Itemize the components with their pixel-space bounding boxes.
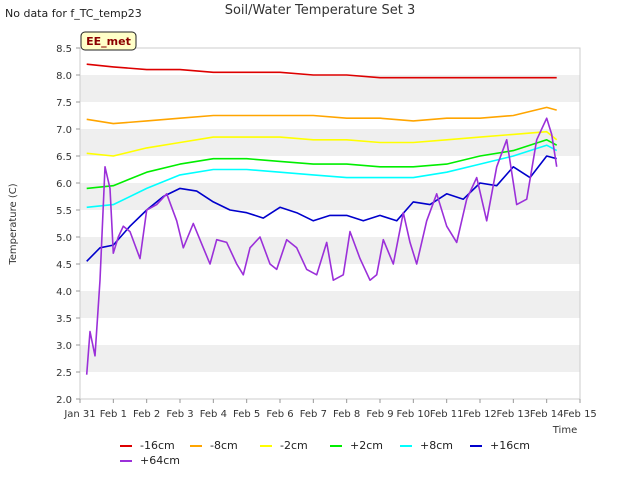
y-tick-label: 4.5 [56,260,72,271]
legend-row: -16cm -8cm -2cm +2cm +8cm +16cm [120,438,540,453]
legend-item: +16cm [470,439,540,452]
grid-band [80,75,580,102]
x-axis-label: Time [552,425,577,436]
x-tick-label: Feb 12 [463,409,497,420]
plot-frame [79,47,581,400]
series-line-16cm [86,155,557,262]
x-tick-label: Feb 2 [133,409,160,420]
legend-label: -16cm [140,439,175,452]
y-tick-label: 5.5 [56,206,72,217]
legend-swatch [120,459,132,462]
grid-band [80,129,580,156]
y-tick-label: 8.0 [56,71,72,82]
legend-label: -8cm [210,439,238,452]
y-tick-label: 4.0 [56,287,72,298]
legend-item: +8cm [400,439,470,452]
legend-item: -16cm [120,439,190,452]
x-tick-label: Feb 4 [200,409,227,420]
x-tick-label: Feb 3 [166,409,193,420]
legend-label: +16cm [490,439,530,452]
legend-swatch [190,444,202,447]
y-tick-label: 7.0 [56,125,72,136]
x-tick-label: Feb 10 [397,409,431,420]
x-tick-label: Feb 14 [530,409,564,420]
chart-title: Soil/Water Temperature Set 3 [224,3,416,18]
legend-swatch [120,444,132,447]
series-line-2cm [86,130,558,157]
legend-label: +8cm [420,439,453,452]
series-line-64cm [85,117,558,375]
annotation-label: EE_met [86,35,131,48]
legend-item: -2cm [260,439,330,452]
series-line-8cm [86,106,557,125]
y-tick-label: 2.5 [56,368,72,379]
legend: -16cm -8cm -2cm +2cm +8cm +16cm +64cm [120,438,540,468]
no-data-message: No data for f_TC_temp23 [5,7,142,20]
x-tick-label: Feb 5 [233,409,260,420]
y-tick-label: 6.5 [56,152,72,163]
series-line-8cm [86,144,558,209]
legend-swatch [330,444,342,447]
legend-label: +64cm [140,454,180,467]
series-line-2cm [86,139,558,190]
x-tick-label: Feb 13 [497,409,531,420]
legend-item: -8cm [190,439,260,452]
series-lines [85,63,558,375]
x-tick-label: Feb 9 [366,409,393,420]
x-tick-label: Feb 15 [563,409,597,420]
y-tick-label: 7.5 [56,98,72,109]
y-tick-label: 2.0 [56,395,72,406]
y-axis: 2.0 2.5 3.0 3.5 4.0 4.5 5.0 5.5 6.0 6.5 7.0 7.5 8.0 8… [56,44,80,406]
legend-swatch [260,444,272,447]
x-tick-label: Jan 31 [63,409,95,420]
y-tick-label: 6.0 [56,179,72,190]
legend-swatch [470,444,482,447]
x-tick-label: Feb 7 [300,409,327,420]
y-tick-label: 5.0 [56,233,72,244]
legend-swatch [400,444,412,447]
legend-row: +64cm [120,453,540,468]
grid-band [80,291,580,318]
x-tick-label: Feb 8 [333,409,360,420]
legend-item: +2cm [330,439,400,452]
legend-label: +2cm [350,439,383,452]
annotation-badge: EE_met [80,31,137,51]
x-tick-label: Feb 1 [100,409,127,420]
y-tick-label: 8.5 [56,44,72,55]
legend-item: +64cm [120,454,194,467]
x-axis: Jan 31 Feb 1 Feb 2 Feb 3 Feb 4 Feb 5 Feb 6 Feb … [63,399,597,420]
x-tick-label: Feb 6 [266,409,293,420]
series-line-16cm [86,63,557,79]
legend-label: -2cm [280,439,308,452]
grid-band [80,345,580,372]
y-tick-label: 3.5 [56,314,72,325]
y-axis-label: Temperature (C) [8,183,19,265]
y-tick-label: 3.0 [56,341,72,352]
x-tick-label: Feb 11 [430,409,464,420]
